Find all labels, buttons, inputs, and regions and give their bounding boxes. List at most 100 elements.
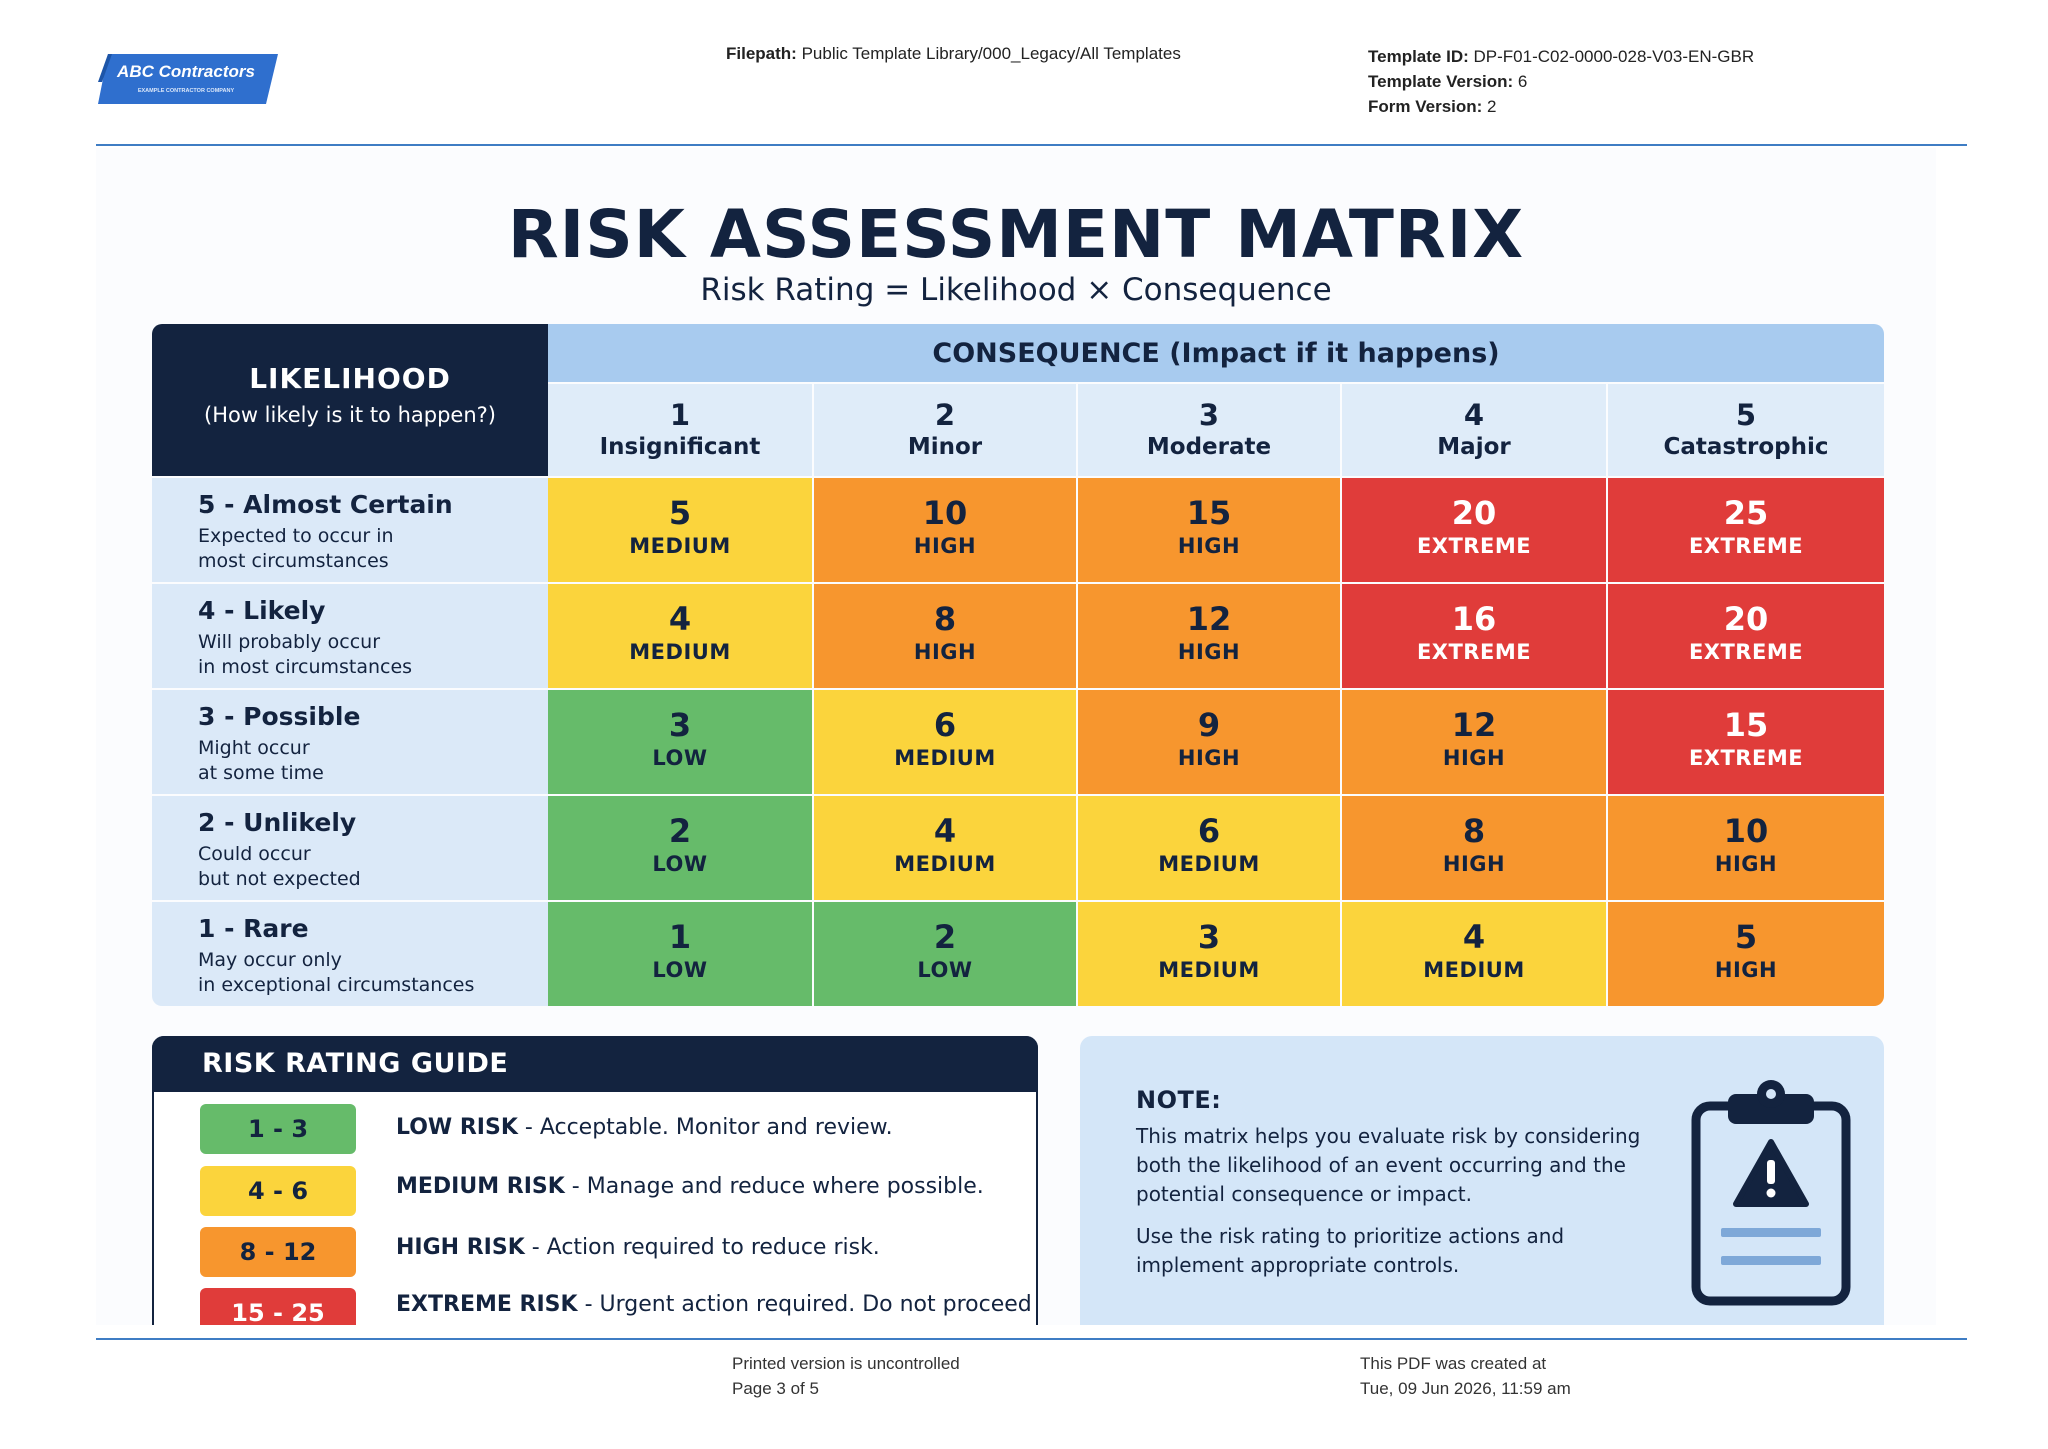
footer-divider <box>96 1338 1967 1340</box>
consequence-column-4: 4 Major <box>1342 384 1606 476</box>
likelihood-description: Expected to occur in most circumstances <box>198 524 538 574</box>
likelihood-row-5: 5 - Almost Certain Expected to occur in mo… <box>152 478 548 582</box>
note-panel: NOTE: This matrix helps you evaluate ris… <box>1080 1036 1884 1325</box>
consequence-column-5: 5 Catastrophic <box>1608 384 1884 476</box>
uncontrolled-notice: Printed version is uncontrolled <box>732 1354 960 1373</box>
consequence-heading: CONSEQUENCE (Impact if it happens) <box>548 324 1884 382</box>
risk-score: 6 <box>933 706 957 744</box>
matrix-cell-medium: 6 MEDIUM <box>1078 796 1340 900</box>
risk-level: LOW <box>652 958 708 982</box>
note-line: implement appropriate controls. <box>1136 1253 1460 1277</box>
risk-score: 9 <box>1197 706 1221 744</box>
guide-desc-extreme: - Urgent action required. Do not proceed <box>577 1292 1032 1317</box>
matrix-cell-high: 9 HIGH <box>1078 690 1340 794</box>
guide-key-extreme: EXTREME RISK <box>396 1292 578 1317</box>
risk-level: EXTREME <box>1688 534 1804 558</box>
guide-item-high: HIGH RISK - Action required to reduce ri… <box>396 1235 880 1260</box>
header-divider <box>96 144 1967 146</box>
matrix-cell-medium: 4 MEDIUM <box>814 796 1076 900</box>
risk-score: 8 <box>933 600 957 638</box>
consequence-label: Major <box>1437 434 1511 460</box>
risk-score: 12 <box>1451 706 1497 744</box>
likelihood-title: 2 - Unlikely <box>198 808 357 837</box>
note-line: potential consequence or impact. <box>1136 1182 1472 1206</box>
risk-level: EXTREME <box>1688 640 1804 664</box>
matrix-cell-medium: 5 MEDIUM <box>548 478 812 582</box>
likelihood-desc-line: most circumstances <box>198 550 389 572</box>
consequence-number: 1 <box>669 398 691 432</box>
matrix-cell-high: 10 HIGH <box>1608 796 1884 900</box>
consequence-label: Moderate <box>1146 434 1272 460</box>
risk-score: 20 <box>1451 494 1497 532</box>
risk-level: HIGH <box>913 640 977 664</box>
likelihood-description: Will probably occur in most circumstances <box>198 630 538 680</box>
guide-key-low: LOW RISK <box>396 1115 518 1140</box>
note-line: both the likelihood of an event occurrin… <box>1136 1153 1626 1177</box>
consequence-column-2: 2 Minor <box>814 384 1076 476</box>
likelihood-desc-line: Will probably occur <box>198 631 381 653</box>
guide-key-high: HIGH RISK <box>396 1235 525 1260</box>
note-line: This matrix helps you evaluate risk by c… <box>1136 1124 1641 1148</box>
risk-rating-guide: RISK RATING GUIDE 1 - 3 LOW RISK - Accep… <box>152 1036 1038 1325</box>
matrix-cell-low: 1 LOW <box>548 902 812 1006</box>
risk-level: HIGH <box>1177 534 1241 558</box>
guide-item-extreme: EXTREME RISK - Urgent action required. D… <box>396 1292 1032 1317</box>
matrix-cell-high: 8 HIGH <box>814 584 1076 688</box>
risk-level: EXTREME <box>1688 746 1804 770</box>
matrix-cell-high: 12 HIGH <box>1342 690 1606 794</box>
page-number: Page 3 of 5 <box>732 1379 819 1398</box>
matrix-cell-medium: 4 MEDIUM <box>1342 902 1606 1006</box>
risk-score: 4 <box>668 600 692 638</box>
consequence-label: Insignificant <box>599 434 761 460</box>
likelihood-title: 1 - Rare <box>198 914 309 943</box>
filepath: Filepath: Public Template Library/000_Le… <box>726 44 1181 64</box>
guide-desc-high: - Action required to reduce risk. <box>524 1235 880 1260</box>
guide-badge-high: 8 - 12 <box>200 1227 356 1277</box>
risk-score: 5 <box>668 494 692 532</box>
risk-level: HIGH <box>1442 852 1506 876</box>
matrix-cell-extreme: 20 EXTREME <box>1342 478 1606 582</box>
created-timestamp: Tue, 09 Jun 2026, 11:59 am <box>1360 1379 1571 1398</box>
risk-level: HIGH <box>1714 958 1778 982</box>
risk-level: HIGH <box>1442 746 1506 770</box>
note-line: Use the risk rating to prioritize action… <box>1136 1224 1565 1248</box>
form-version-value: 2 <box>1487 97 1497 116</box>
matrix-cell-extreme: 15 EXTREME <box>1608 690 1884 794</box>
guide-badge-extreme: 15 - 25 <box>200 1288 356 1325</box>
guide-heading: RISK RATING GUIDE <box>152 1036 1038 1092</box>
template-id-label: Template ID: <box>1368 47 1469 66</box>
note-heading: NOTE: <box>1136 1086 1222 1114</box>
risk-level: LOW <box>652 852 708 876</box>
likelihood-desc-line: Could occur <box>198 843 311 865</box>
risk-level: EXTREME <box>1416 534 1532 558</box>
risk-score: 8 <box>1462 812 1486 850</box>
guide-badge-medium: 4 - 6 <box>200 1166 356 1216</box>
company-logo: ABC Contractors EXAMPLE CONTRACTOR COMPA… <box>98 54 278 104</box>
likelihood-title: 5 - Almost Certain <box>198 490 453 519</box>
risk-score: 4 <box>1462 918 1486 956</box>
matrix-cell-low: 2 LOW <box>548 796 812 900</box>
template-id-value: DP-F01-C02-0000-028-V03-EN-GBR <box>1473 47 1755 66</box>
footer-left: Printed version is uncontrolled Page 3 o… <box>732 1351 960 1401</box>
template-version-label: Template Version: <box>1368 72 1514 91</box>
risk-score: 1 <box>668 918 692 956</box>
page-subtitle: Risk Rating = Likelihood × Consequence <box>700 272 1332 308</box>
filepath-value: Public Template Library/000_Legacy/All T… <box>801 44 1181 63</box>
matrix-cell-extreme: 20 EXTREME <box>1608 584 1884 688</box>
likelihood-row-1: 1 - Rare May occur only in exceptional cir… <box>152 902 548 1006</box>
likelihood-desc-line: but not expected <box>198 868 361 890</box>
likelihood-desc-line: Expected to occur in <box>198 525 394 547</box>
matrix-cell-low: 2 LOW <box>814 902 1076 1006</box>
likelihood-title: 4 - Likely <box>198 596 326 625</box>
risk-matrix-poster: RISK ASSESSMENT MATRIX Risk Rating = Lik… <box>96 148 1936 1325</box>
consequence-number: 5 <box>1735 398 1757 432</box>
risk-score: 5 <box>1734 918 1758 956</box>
consequence-number: 3 <box>1198 398 1220 432</box>
guide-desc-low: - Acceptable. Monitor and review. <box>517 1115 893 1140</box>
risk-level: LOW <box>917 958 973 982</box>
consequence-label: Minor <box>907 434 983 460</box>
risk-level: MEDIUM <box>1423 958 1525 982</box>
risk-level: MEDIUM <box>629 534 731 558</box>
template-meta: Template ID: DP-F01-C02-0000-028-V03-EN-… <box>1368 44 1754 119</box>
likelihood-desc-line: May occur only <box>198 949 342 971</box>
